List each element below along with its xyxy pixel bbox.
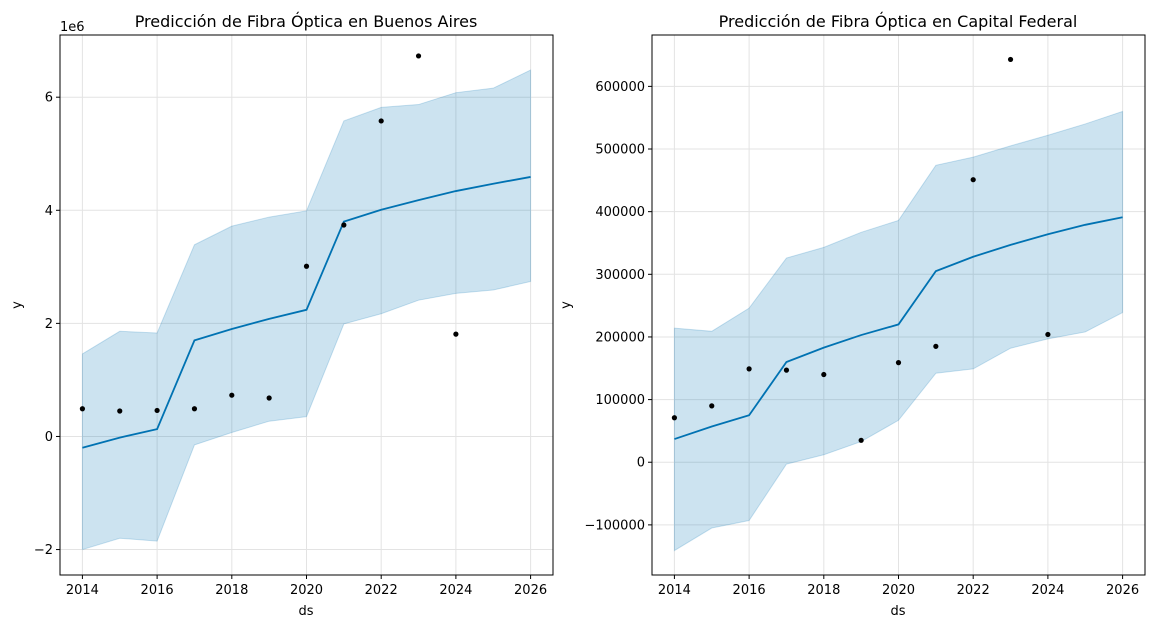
- y-tick-label: 2: [45, 317, 53, 332]
- x-tick-label: 2022: [957, 583, 990, 598]
- uncertainty-band: [673, 110, 1124, 552]
- data-point: [453, 331, 459, 337]
- x-tick-label: 2022: [365, 583, 398, 598]
- plot-area: 2014 2016 2018 2020 2022 2024 2026 −100000 0 1000…: [584, 34, 1146, 598]
- y-axis-offset-label: 1e6: [60, 20, 85, 35]
- chart-buenos-aires: 2014 2016 2018 2020 2022 2024 2026 −2 0 2 4 6 Predi…: [10, 12, 554, 619]
- chart-capital-federal: 2014 2016 2018 2020 2022 2024 2026 −100000 0 1000…: [559, 12, 1146, 619]
- y-tick-label: 6: [45, 91, 53, 106]
- y-tick-label: 300000: [595, 268, 645, 283]
- data-point: [303, 263, 310, 269]
- y-tick-label: 4: [45, 204, 53, 219]
- x-tick-label: 2014: [66, 583, 99, 598]
- data-point: [79, 406, 86, 412]
- x-tick-label: 2014: [658, 583, 691, 598]
- x-tick-label: 2024: [1031, 583, 1064, 598]
- data-point: [229, 392, 235, 398]
- y-tick-label: 100000: [595, 393, 645, 408]
- forecast-line: [674, 216, 1123, 440]
- y-tick-label: 600000: [595, 80, 645, 95]
- data-point: [821, 371, 827, 378]
- data-point: [671, 415, 678, 421]
- data-point: [783, 367, 790, 373]
- data-point: [1045, 331, 1051, 338]
- x-axis-label: ds: [298, 604, 313, 619]
- data-point: [709, 403, 715, 409]
- y-axis-label: y: [10, 301, 25, 309]
- y-tick-label: 400000: [595, 205, 645, 220]
- data-point: [746, 366, 752, 372]
- y-tick-label: 500000: [595, 143, 645, 158]
- x-tick-label: 2018: [215, 583, 248, 598]
- data-point: [970, 177, 976, 183]
- y-tick-label: 0: [637, 456, 645, 471]
- y-tick-label: 200000: [595, 330, 645, 345]
- x-tick-label: 2016: [733, 583, 766, 598]
- data-point: [933, 343, 939, 349]
- forecast-line: [82, 176, 531, 449]
- y-tick-label: −2: [34, 543, 53, 558]
- data-point: [378, 118, 384, 124]
- x-tick-label: 2024: [439, 583, 472, 598]
- chart-title: Predicción de Fibra Óptica en Capital Fe…: [719, 12, 1078, 31]
- data-point: [117, 408, 123, 414]
- data-point: [266, 395, 272, 401]
- y-axis-label: y: [559, 301, 574, 309]
- x-tick-label: 2026: [1106, 583, 1139, 598]
- x-tick-label: 2018: [807, 583, 840, 598]
- x-axis-label: ds: [890, 604, 905, 619]
- data-point: [191, 406, 198, 412]
- x-tick-label: 2016: [141, 583, 174, 598]
- y-tick-label: −100000: [584, 518, 645, 533]
- data-point: [858, 437, 864, 443]
- data-point: [1007, 56, 1014, 63]
- plot-area: 2014 2016 2018 2020 2022 2024 2026 −2 0 2 4 6: [34, 34, 554, 598]
- data-point: [895, 360, 902, 366]
- data-point: [415, 53, 422, 59]
- y-tick-label: 0: [45, 430, 53, 445]
- x-tick-label: 2026: [514, 583, 547, 598]
- data-point: [154, 407, 160, 414]
- x-tick-label: 2020: [290, 583, 323, 598]
- chart-title: Predicción de Fibra Óptica en Buenos Air…: [135, 12, 478, 31]
- x-tick-label: 2020: [882, 583, 915, 598]
- data-point: [341, 222, 347, 228]
